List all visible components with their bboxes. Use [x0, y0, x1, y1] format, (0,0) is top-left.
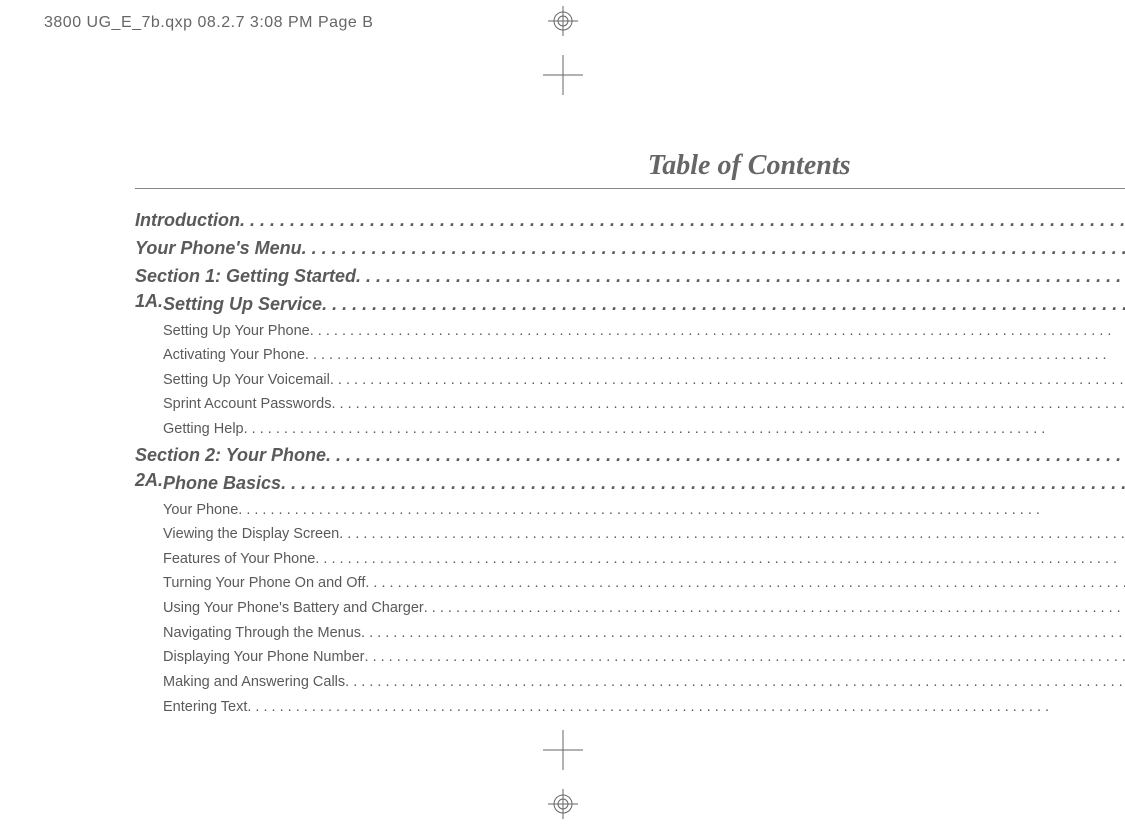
toc-entry-label: Section 1: Getting Started: [135, 263, 356, 291]
toc-entry-label: Section 2: Your Phone: [135, 442, 326, 470]
toc-title: Table of Contents: [135, 150, 1125, 189]
toc-dots: [244, 417, 1125, 442]
toc-item-entry: Features of Your Phone13: [135, 547, 1125, 572]
toc-entry-label: Viewing the Display Screen: [163, 522, 339, 547]
toc-entry-label: Navigating Through the Menus: [163, 621, 361, 646]
toc-entry-label: Getting Help: [163, 417, 244, 442]
toc-entry-label: Sprint Account Passwords: [163, 392, 331, 417]
toc-dots: [331, 392, 1125, 417]
page: 3800 UG_E_7b.qxp 08.2.7 3:08 PM Page B T…: [0, 0, 1125, 825]
toc-chapter-entry: Section 2: Your Phone7: [135, 442, 1125, 470]
toc-entry-label: Setting Up Your Phone: [163, 319, 310, 344]
content-area: Table of Contents IntroductioniYour Phon…: [135, 150, 1015, 730]
toc-item-entry: Using Your Phone's Battery and Charger14: [135, 596, 1125, 621]
toc-item-entry: Getting Help5: [135, 417, 1125, 442]
toc-entry-label: Turning Your Phone On and Off: [163, 571, 365, 596]
toc-dots: [247, 695, 1125, 720]
toc-chapter-entry: Section 1: Getting Started1: [135, 263, 1125, 291]
toc-dots: [322, 291, 1125, 319]
toc-entry-label: Entering Text: [163, 695, 247, 720]
toc-section-tag: 2A.: [135, 470, 163, 498]
toc-dots: [315, 547, 1125, 572]
toc-dots: [281, 470, 1125, 498]
toc-entry-label: Setting Up Your Voicemail: [163, 368, 330, 393]
toc-entry-label: Setting Up Service: [163, 291, 322, 319]
toc-dots: [424, 596, 1125, 621]
toc-dots: [305, 343, 1125, 368]
toc-entry-label: Activating Your Phone: [163, 343, 305, 368]
toc-dots: [339, 522, 1125, 547]
toc-section-entry: 2A.Phone Basics8: [135, 470, 1125, 498]
toc-entry-label: Your Phone's Menu: [135, 235, 302, 263]
toc-dots: [365, 645, 1125, 670]
cross-mark-bottom: [543, 730, 583, 770]
toc-item-entry: Displaying Your Phone Number18: [135, 645, 1125, 670]
toc-dots: [240, 207, 1125, 235]
toc-entry-label: Features of Your Phone: [163, 547, 315, 572]
toc-item-entry: Viewing the Display Screen11: [135, 522, 1125, 547]
toc-item-entry: Turning Your Phone On and Off14: [135, 571, 1125, 596]
toc-item-entry: Making and Answering Calls18: [135, 670, 1125, 695]
cross-mark-top: [543, 55, 583, 95]
toc-entry-label: Your Phone: [163, 498, 238, 523]
toc-dots: [345, 670, 1125, 695]
toc-item-entry: Navigating Through the Menus17: [135, 621, 1125, 646]
toc-entry-label: Phone Basics: [163, 470, 281, 498]
toc-dots: [356, 263, 1125, 291]
toc-item-entry: Your Phone8: [135, 498, 1125, 523]
toc-item-entry: Entering Text27: [135, 695, 1125, 720]
toc-item-entry: Sprint Account Passwords4: [135, 392, 1125, 417]
registration-mark-bottom: [548, 789, 578, 819]
toc-item-entry: Activating Your Phone3: [135, 343, 1125, 368]
toc-item-entry: Setting Up Your Voicemail4: [135, 368, 1125, 393]
toc-chapter-entry: Your Phone's Menuii: [135, 235, 1125, 263]
prepress-header: 3800 UG_E_7b.qxp 08.2.7 3:08 PM Page B: [44, 14, 373, 32]
toc-dots: [302, 235, 1125, 263]
toc-dots: [326, 442, 1125, 470]
toc-section-entry: 1A.Setting Up Service2: [135, 291, 1125, 319]
toc-section-tag: 1A.: [135, 291, 163, 319]
toc-chapter-entry: Introductioni: [135, 207, 1125, 235]
toc-dots: [365, 571, 1125, 596]
toc-dots: [310, 319, 1125, 344]
toc-dots: [361, 621, 1125, 646]
toc-entry-label: Displaying Your Phone Number: [163, 645, 365, 670]
toc-entry-label: Introduction: [135, 207, 240, 235]
toc-dots: [330, 368, 1125, 393]
toc-entry-label: Using Your Phone's Battery and Charger: [163, 596, 424, 621]
toc-column-left: Table of Contents IntroductioniYour Phon…: [135, 150, 1125, 730]
toc-item-entry: Setting Up Your Phone2: [135, 319, 1125, 344]
registration-mark-top: [548, 6, 578, 36]
toc-dots: [238, 498, 1125, 523]
toc-entry-label: Making and Answering Calls: [163, 670, 345, 695]
